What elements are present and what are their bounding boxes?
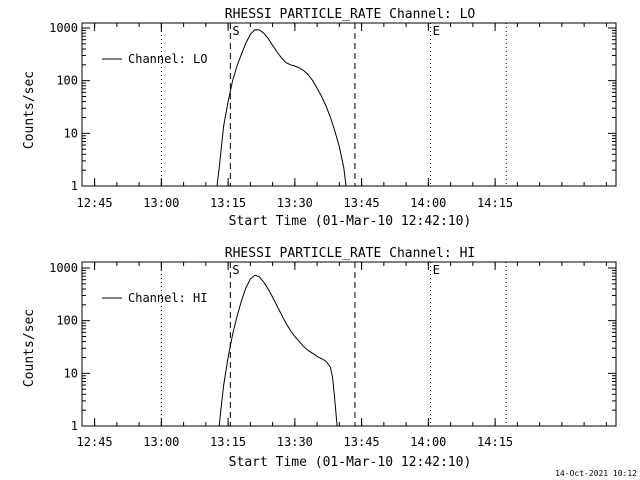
axis-ticks-hi: 1 10 100 1000 12:45 13:00 13:15 13:30 13:45 14:00… — [49, 261, 616, 449]
y-tick-label: 100 — [56, 74, 78, 88]
plot-frame-lo — [81, 22, 617, 187]
legend-label-lo: Channel: LO — [128, 52, 207, 66]
marker-label: S — [232, 24, 239, 38]
chart-panel-hi: RHESSI PARTICLE_RATE Channel: HI Counts/… — [22, 246, 617, 470]
x-tick-label: 13:15 — [210, 435, 246, 449]
y-tick-label: 10 — [64, 126, 78, 140]
series-line-hi — [218, 274, 338, 427]
x-axis-label-lo: Start Time (01-Mar-10 12:42:10) — [229, 214, 472, 229]
x-tick-label: 14:15 — [477, 435, 513, 449]
y-tick-label: 1 — [71, 419, 78, 433]
x-tick-label: 14:00 — [410, 196, 446, 210]
plot-frame-hi — [81, 261, 617, 427]
chart-title-lo: RHESSI PARTICLE_RATE Channel: LO — [225, 7, 476, 22]
marker-label: S — [232, 263, 239, 277]
x-tick-label: 14:00 — [410, 435, 446, 449]
x-tick-label: 13:30 — [277, 435, 313, 449]
marker-label: E — [433, 24, 440, 38]
x-tick-label: 13:45 — [344, 196, 380, 210]
y-tick-label: 1 — [71, 179, 78, 193]
x-tick-label: 14:15 — [477, 196, 513, 210]
y-tick-label: 10 — [64, 366, 78, 380]
chart-panel-lo: RHESSI PARTICLE_RATE Channel: LO Counts/… — [22, 7, 617, 229]
x-axis-label-hi: Start Time (01-Mar-10 12:42:10) — [229, 455, 472, 470]
chart-title-hi: RHESSI PARTICLE_RATE Channel: HI — [225, 246, 475, 261]
marker-label: E — [433, 263, 440, 277]
y-axis-label-lo: Counts/sec — [22, 71, 37, 149]
y-tick-label: 1000 — [49, 261, 78, 275]
x-tick-label: 13:15 — [210, 196, 246, 210]
x-tick-label: 12:45 — [77, 435, 113, 449]
x-tick-label: 12:45 — [77, 196, 113, 210]
y-axis-label-hi: Counts/sec — [22, 309, 37, 387]
axis-ticks-lo: 1 10 100 1000 12:45 13:00 13:15 13:30 13:45 14:00… — [49, 21, 616, 210]
x-tick-label: 13:00 — [143, 196, 179, 210]
legend-label-hi: Channel: HI — [128, 291, 207, 305]
x-tick-label: 13:00 — [143, 435, 179, 449]
y-tick-label: 1000 — [49, 21, 78, 35]
x-tick-label: 13:45 — [344, 435, 380, 449]
footer-timestamp: 14-Oct-2021 10:12 — [555, 469, 637, 478]
series-line-lo — [216, 29, 347, 187]
x-tick-label: 13:30 — [277, 196, 313, 210]
y-tick-label: 100 — [56, 314, 78, 328]
